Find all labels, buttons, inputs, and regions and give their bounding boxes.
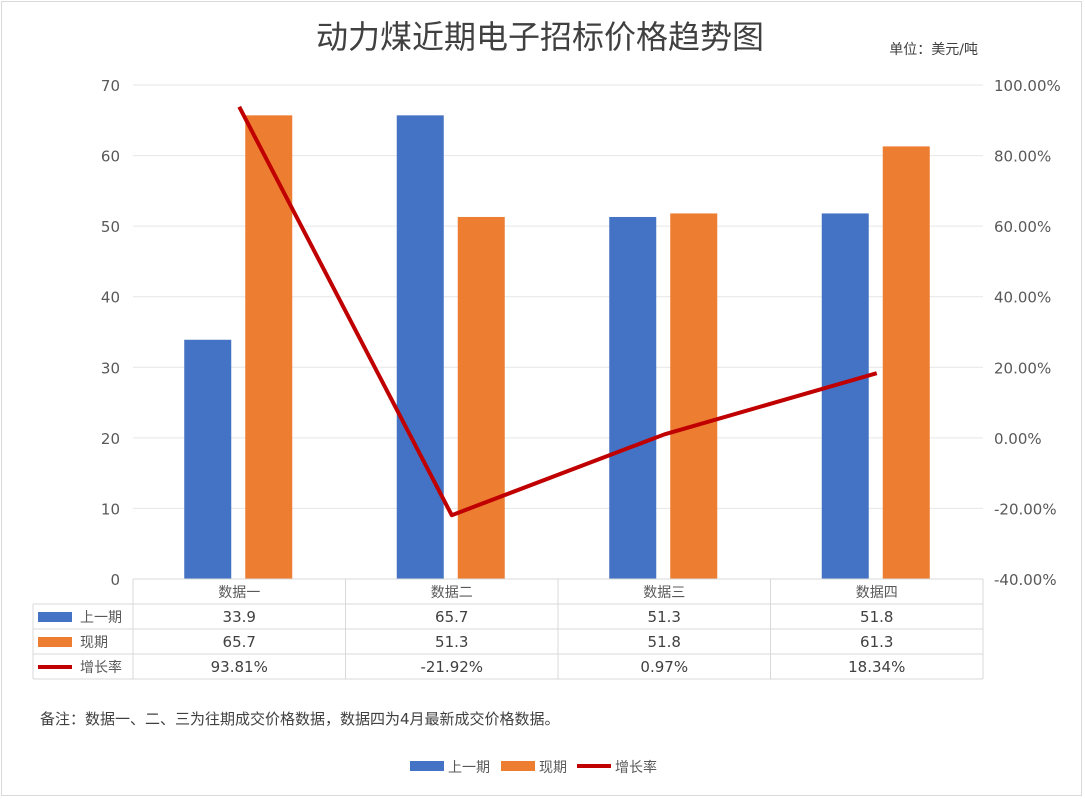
y2-tick-label: 20.00%	[994, 359, 1051, 377]
data-label: 61.3	[860, 633, 893, 651]
series-name: 上一期	[80, 610, 122, 626]
legend-label: 上一期	[448, 760, 490, 776]
bar-previous	[184, 339, 232, 579]
bar-current	[457, 216, 505, 579]
y-tick-label: 40	[101, 289, 120, 307]
category-label: 数据四	[856, 585, 898, 601]
y-tick-label: 30	[101, 359, 120, 377]
category-label: 数据一	[218, 585, 260, 601]
legend-key	[38, 612, 72, 622]
series-name: 现期	[80, 635, 108, 651]
bar-previous	[609, 216, 657, 579]
data-label: 93.81%	[211, 658, 268, 676]
y-tick-label: 60	[101, 148, 120, 166]
data-label: 33.9	[223, 608, 256, 626]
y2-tick-label: 100.00%	[994, 77, 1061, 95]
y2-tick-label: 40.00%	[994, 289, 1051, 307]
data-label: 65.7	[435, 608, 468, 626]
unit-note: 单位：美元/吨	[889, 42, 978, 58]
chart-note: 备注：数据一、二、三为往期成交价格数据，数据四为4月最新成交价格数据。	[40, 710, 560, 728]
y2-tick-label: -40.00%	[994, 571, 1057, 589]
data-label: 51.3	[435, 633, 468, 651]
bar-current	[670, 213, 718, 579]
data-label: 18.34%	[848, 658, 905, 676]
y2-tick-label: 60.00%	[994, 218, 1051, 236]
bar-previous	[396, 115, 444, 580]
data-label: -21.92%	[420, 658, 483, 676]
category-label: 数据二	[431, 585, 473, 601]
data-label: 51.8	[648, 633, 681, 651]
y2-tick-label: -20.00%	[994, 500, 1057, 518]
data-label: 65.7	[223, 633, 256, 651]
legend-label: 增长率	[615, 759, 657, 776]
data-label: 51.8	[860, 608, 893, 626]
legend-label: 现期	[539, 760, 567, 776]
bar-previous	[821, 213, 869, 579]
legend-key	[501, 761, 535, 771]
legend-key	[410, 761, 444, 771]
series-name: 增长率	[80, 659, 122, 676]
y2-tick-label: 80.00%	[994, 148, 1051, 166]
y2-tick-label: 0.00%	[994, 430, 1042, 448]
legend-key	[38, 637, 72, 647]
y-tick-label: 20	[101, 430, 120, 448]
bar-current	[882, 146, 930, 579]
y-tick-label: 0	[110, 571, 120, 589]
bar-current	[245, 115, 293, 580]
y-tick-label: 50	[101, 218, 120, 236]
chart-title: 动力煤近期电子招标价格趋势图	[316, 18, 764, 56]
category-label: 数据三	[643, 585, 685, 601]
y-tick-label: 10	[101, 500, 120, 518]
y-tick-label: 70	[101, 77, 120, 95]
data-label: 0.97%	[640, 658, 688, 676]
data-label: 51.3	[648, 608, 681, 626]
growth-rate-line	[237, 105, 878, 518]
